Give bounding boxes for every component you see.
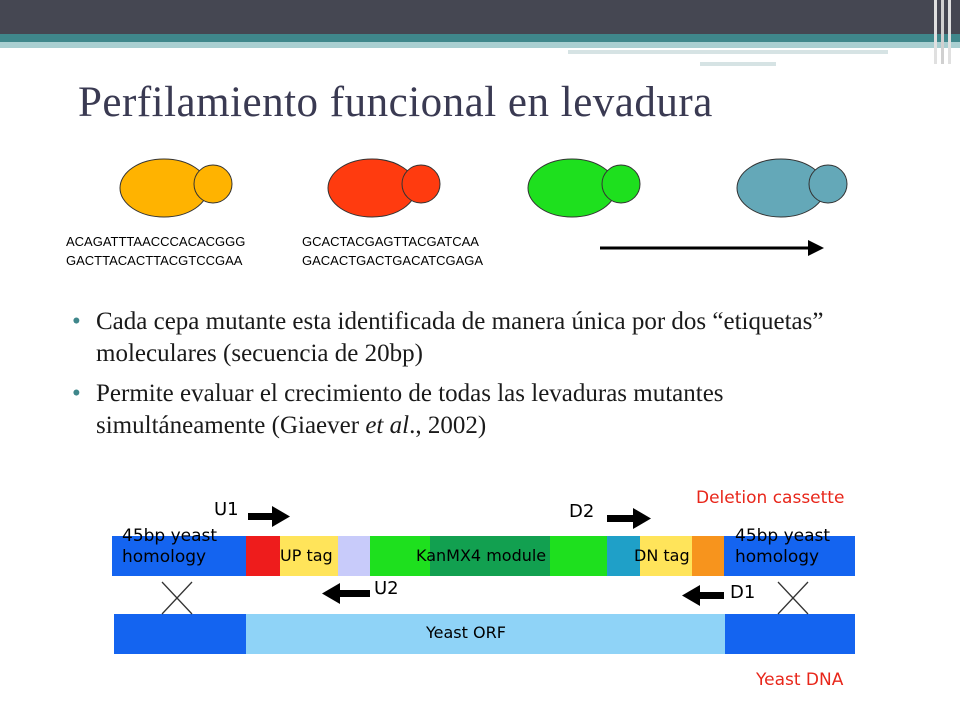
arrow-right-icon <box>600 240 824 256</box>
primer-d1-label: D1 <box>730 582 756 603</box>
primer-u1-label: U1 <box>214 499 239 520</box>
yeast-cell-red <box>327 158 441 218</box>
dna-flank-left <box>114 614 246 654</box>
yeast-cell-blue <box>736 158 848 218</box>
cassette-homology-left <box>112 536 246 576</box>
cassette-teal-segment <box>607 536 640 576</box>
homology-left-line2: homology <box>122 547 207 567</box>
cassette-homology-right <box>724 536 855 576</box>
homology-right-line1: 45bp yeast <box>735 526 831 546</box>
barcode-right-line2: GACACTGACTGACATCGAGA <box>302 253 484 268</box>
cassette-kan-right <box>550 536 607 576</box>
barcode-right: GCACTACGAGTTACGATCAA GACACTGACTGACATCGAG… <box>302 232 483 270</box>
bullet-item: • Cada cepa mutante esta identificada de… <box>72 306 892 370</box>
primer-u2-arrow-icon <box>322 583 370 604</box>
cassette-kan-center <box>430 536 550 576</box>
bullet-dot-icon: • <box>72 308 81 335</box>
header-decor-stripes <box>928 0 960 64</box>
primer-d2-arrow-icon <box>607 508 651 529</box>
dna-yeast-orf <box>246 614 725 654</box>
bullet-dot-icon: • <box>72 380 81 407</box>
yeast-cell-green <box>527 158 641 218</box>
cassette-title: Deletion cassette <box>696 488 845 508</box>
barcode-left-line2: GACTTACACTTACGTCCGAA <box>66 253 243 268</box>
bullet-text-italic: et al <box>365 412 410 439</box>
barcode-left-line1: ACAGATTTAACCCACACGGG <box>66 234 246 249</box>
dn-tag-label: DN tag <box>634 546 690 565</box>
cassette-up-tag <box>280 536 338 576</box>
cassette-dn-tag <box>640 536 692 576</box>
bullet-text-end: ., 2002) <box>409 412 487 439</box>
bullet-text-start: Permite evaluar el crecimiento de todas … <box>96 380 724 439</box>
header-decor-line <box>568 50 888 54</box>
primer-u1-arrow-icon <box>248 506 290 527</box>
recombination-cross-left-icon <box>161 581 193 615</box>
cassette-orange-segment <box>692 536 724 576</box>
bullet-text: Cada cepa mutante esta identificada de m… <box>96 308 824 367</box>
dna-flank-right <box>725 614 855 654</box>
homology-right-label: 45bp yeast homology <box>735 526 830 568</box>
recombination-cross-right-icon <box>777 581 809 615</box>
primer-d2-label: D2 <box>569 501 595 522</box>
barcode-left: ACAGATTTAACCCACACGGG GACTTACACTTACGTCCGA… <box>66 232 245 270</box>
yeast-cells-row <box>119 158 848 256</box>
header-accent-line <box>0 34 960 42</box>
primer-d1-arrow-icon <box>682 585 724 606</box>
header-accent-line-light <box>0 42 960 48</box>
dna-title: Yeast DNA <box>756 670 844 690</box>
cassette-lavender-segment <box>338 536 370 576</box>
primer-u2-label: U2 <box>374 578 399 599</box>
barcode-right-line1: GCACTACGAGTTACGATCAA <box>302 234 479 249</box>
header-decor-line <box>700 62 776 66</box>
yeast-cell-yellow <box>119 158 233 218</box>
homology-right-line2: homology <box>735 547 820 567</box>
bullet-list: • Cada cepa mutante esta identificada de… <box>72 306 892 450</box>
yeast-orf-label: Yeast ORF <box>426 623 506 642</box>
header-bar <box>0 0 960 34</box>
up-tag-label: UP tag <box>280 546 333 565</box>
bullet-item: • Permite evaluar el crecimiento de toda… <box>72 378 892 442</box>
slide-title: Perfilamiento funcional en levadura <box>78 79 713 126</box>
homology-left-label: 45bp yeast homology <box>122 526 217 568</box>
cassette-kan-left <box>370 536 430 576</box>
cassette-red-segment <box>246 536 280 576</box>
kan-module-label: KanMX4 module <box>416 546 547 565</box>
homology-left-line1: 45bp yeast <box>122 526 218 546</box>
